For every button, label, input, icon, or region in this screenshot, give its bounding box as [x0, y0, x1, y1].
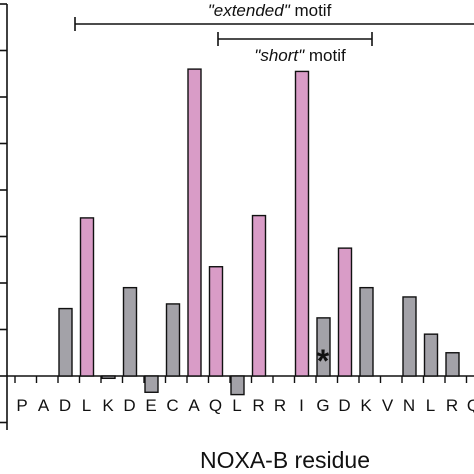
x-tick-label: A [38, 396, 50, 415]
x-tick-label: R [252, 396, 264, 415]
x-tick-label: K [360, 396, 372, 415]
x-tick-label: G [316, 396, 329, 415]
bar-D-16 [337, 247, 353, 377]
bar-R-21 [445, 352, 460, 377]
x-tick-label: Q [209, 396, 222, 415]
bar-E-7 [144, 375, 159, 393]
x-tick-label: V [382, 396, 394, 415]
x-tick-label: L [426, 396, 435, 415]
x-tick-label: C [166, 396, 178, 415]
bar-D-3 [58, 307, 73, 377]
x-tick-label: N [403, 396, 415, 415]
motif-label: "short" motif [254, 46, 346, 65]
bar-A-9 [187, 68, 202, 377]
x-axis-label: NOXA-B residue [200, 447, 370, 473]
x-tick-label: P [16, 396, 27, 415]
x-tick-labels: PADLKDECAQLRRIGDKVNLRQK [16, 396, 474, 415]
x-tick-label: E [145, 396, 156, 415]
bar-L-4 [79, 217, 95, 377]
bar-Q-10 [208, 266, 224, 377]
significance-star: * [317, 343, 330, 379]
motif-bracket-short: "short" motif [217, 32, 373, 65]
bars [58, 68, 460, 396]
bar-D-6 [122, 286, 138, 377]
bar-K-5 [101, 375, 116, 380]
x-tick-label: D [338, 396, 350, 415]
x-tick-label: Q [467, 396, 474, 415]
x-tick-label: I [299, 396, 304, 415]
motif-label: "extended" motif [208, 1, 332, 20]
bar-N-19 [402, 296, 417, 377]
x-tick-label: A [188, 396, 200, 415]
x-tick-label: L [232, 396, 241, 415]
bar-K-17 [359, 286, 374, 377]
x-tick-label: D [123, 396, 135, 415]
x-tick-label: D [59, 396, 71, 415]
bar-L-20 [423, 333, 439, 377]
motif-bracket-extended: "extended" motif [74, 1, 474, 31]
x-tick-label: R [446, 396, 458, 415]
bar-I-14 [294, 70, 310, 377]
x-tick-label: K [102, 396, 114, 415]
motif-annotations: "extended" motif "short" motif * [74, 1, 474, 379]
bar-R-12 [251, 214, 267, 377]
bar-L-11 [230, 375, 245, 396]
bar-G-15 [316, 317, 331, 377]
x-tick-label: L [82, 396, 91, 415]
bar-C-8 [165, 303, 181, 377]
x-tick-label: R [274, 396, 286, 415]
